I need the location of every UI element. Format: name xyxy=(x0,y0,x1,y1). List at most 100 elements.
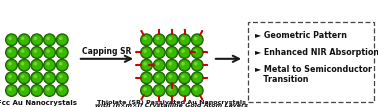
Circle shape xyxy=(6,85,17,96)
Circle shape xyxy=(56,72,68,84)
Circle shape xyxy=(179,72,190,84)
Circle shape xyxy=(32,73,42,83)
Circle shape xyxy=(154,35,164,45)
Circle shape xyxy=(169,75,172,78)
Circle shape xyxy=(59,87,63,91)
Circle shape xyxy=(181,62,185,66)
Circle shape xyxy=(56,85,68,96)
Circle shape xyxy=(171,87,173,89)
Circle shape xyxy=(179,85,190,96)
Circle shape xyxy=(31,72,43,84)
Circle shape xyxy=(44,72,55,84)
Circle shape xyxy=(201,98,203,100)
Circle shape xyxy=(181,37,185,40)
Circle shape xyxy=(8,62,12,66)
Circle shape xyxy=(57,35,67,45)
Circle shape xyxy=(21,87,25,91)
Circle shape xyxy=(19,34,30,45)
Circle shape xyxy=(8,75,12,78)
Circle shape xyxy=(194,75,198,78)
Circle shape xyxy=(21,37,25,40)
Circle shape xyxy=(192,72,203,84)
Circle shape xyxy=(142,60,151,70)
Circle shape xyxy=(43,71,56,84)
Circle shape xyxy=(30,46,43,59)
Circle shape xyxy=(194,49,198,53)
Circle shape xyxy=(158,100,160,101)
Circle shape xyxy=(18,84,31,97)
Circle shape xyxy=(141,47,152,58)
Circle shape xyxy=(180,86,189,95)
Circle shape xyxy=(194,52,195,53)
Circle shape xyxy=(141,85,152,96)
Circle shape xyxy=(142,86,151,95)
Circle shape xyxy=(59,49,63,53)
Circle shape xyxy=(19,35,29,45)
Circle shape xyxy=(44,34,55,45)
Circle shape xyxy=(192,60,202,70)
Circle shape xyxy=(6,34,17,45)
Circle shape xyxy=(8,87,12,91)
Text: ► Enhanced NIR Absorption: ► Enhanced NIR Absorption xyxy=(255,48,378,56)
Circle shape xyxy=(57,48,67,57)
Circle shape xyxy=(191,84,204,97)
Circle shape xyxy=(192,48,202,57)
Circle shape xyxy=(165,71,178,84)
Circle shape xyxy=(7,86,16,95)
Circle shape xyxy=(191,33,204,46)
Circle shape xyxy=(34,87,37,91)
Circle shape xyxy=(31,59,43,71)
Circle shape xyxy=(32,86,42,95)
Circle shape xyxy=(57,86,67,95)
Circle shape xyxy=(194,87,198,91)
Circle shape xyxy=(45,73,54,83)
Circle shape xyxy=(165,33,178,46)
Circle shape xyxy=(165,59,178,72)
Circle shape xyxy=(167,35,177,45)
Circle shape xyxy=(21,62,25,66)
Circle shape xyxy=(19,86,29,95)
Circle shape xyxy=(143,87,147,91)
Circle shape xyxy=(34,62,37,66)
Text: Capping SR: Capping SR xyxy=(82,47,132,56)
Circle shape xyxy=(153,59,166,72)
Circle shape xyxy=(180,60,189,70)
Circle shape xyxy=(5,59,18,72)
Text: ► Metal to Semiconductor: ► Metal to Semiconductor xyxy=(255,65,372,74)
Circle shape xyxy=(18,46,31,59)
Circle shape xyxy=(153,85,165,96)
Circle shape xyxy=(181,75,185,78)
Circle shape xyxy=(30,84,43,97)
Circle shape xyxy=(140,71,153,84)
Circle shape xyxy=(136,52,137,53)
Circle shape xyxy=(7,73,16,83)
Circle shape xyxy=(34,37,37,40)
Circle shape xyxy=(140,84,153,97)
Circle shape xyxy=(156,75,160,78)
Circle shape xyxy=(166,85,178,96)
Circle shape xyxy=(136,64,137,66)
Circle shape xyxy=(184,100,186,101)
Circle shape xyxy=(19,73,29,83)
Circle shape xyxy=(18,33,31,46)
Circle shape xyxy=(143,62,147,66)
Circle shape xyxy=(166,72,178,84)
Circle shape xyxy=(59,37,63,40)
Circle shape xyxy=(59,75,63,78)
Circle shape xyxy=(19,60,29,70)
Circle shape xyxy=(44,59,55,71)
Circle shape xyxy=(141,30,143,32)
Circle shape xyxy=(153,71,166,84)
Circle shape xyxy=(57,73,67,83)
Circle shape xyxy=(154,86,164,95)
Circle shape xyxy=(178,59,191,72)
Circle shape xyxy=(18,59,31,72)
Circle shape xyxy=(31,34,43,45)
Circle shape xyxy=(194,37,198,40)
Circle shape xyxy=(142,73,151,83)
Circle shape xyxy=(7,60,16,70)
Circle shape xyxy=(178,71,191,84)
Circle shape xyxy=(206,77,208,79)
Text: Thiolate (SR) Passivated Au Nanocrystals: Thiolate (SR) Passivated Au Nanocrystals xyxy=(97,100,246,105)
Circle shape xyxy=(8,49,12,53)
